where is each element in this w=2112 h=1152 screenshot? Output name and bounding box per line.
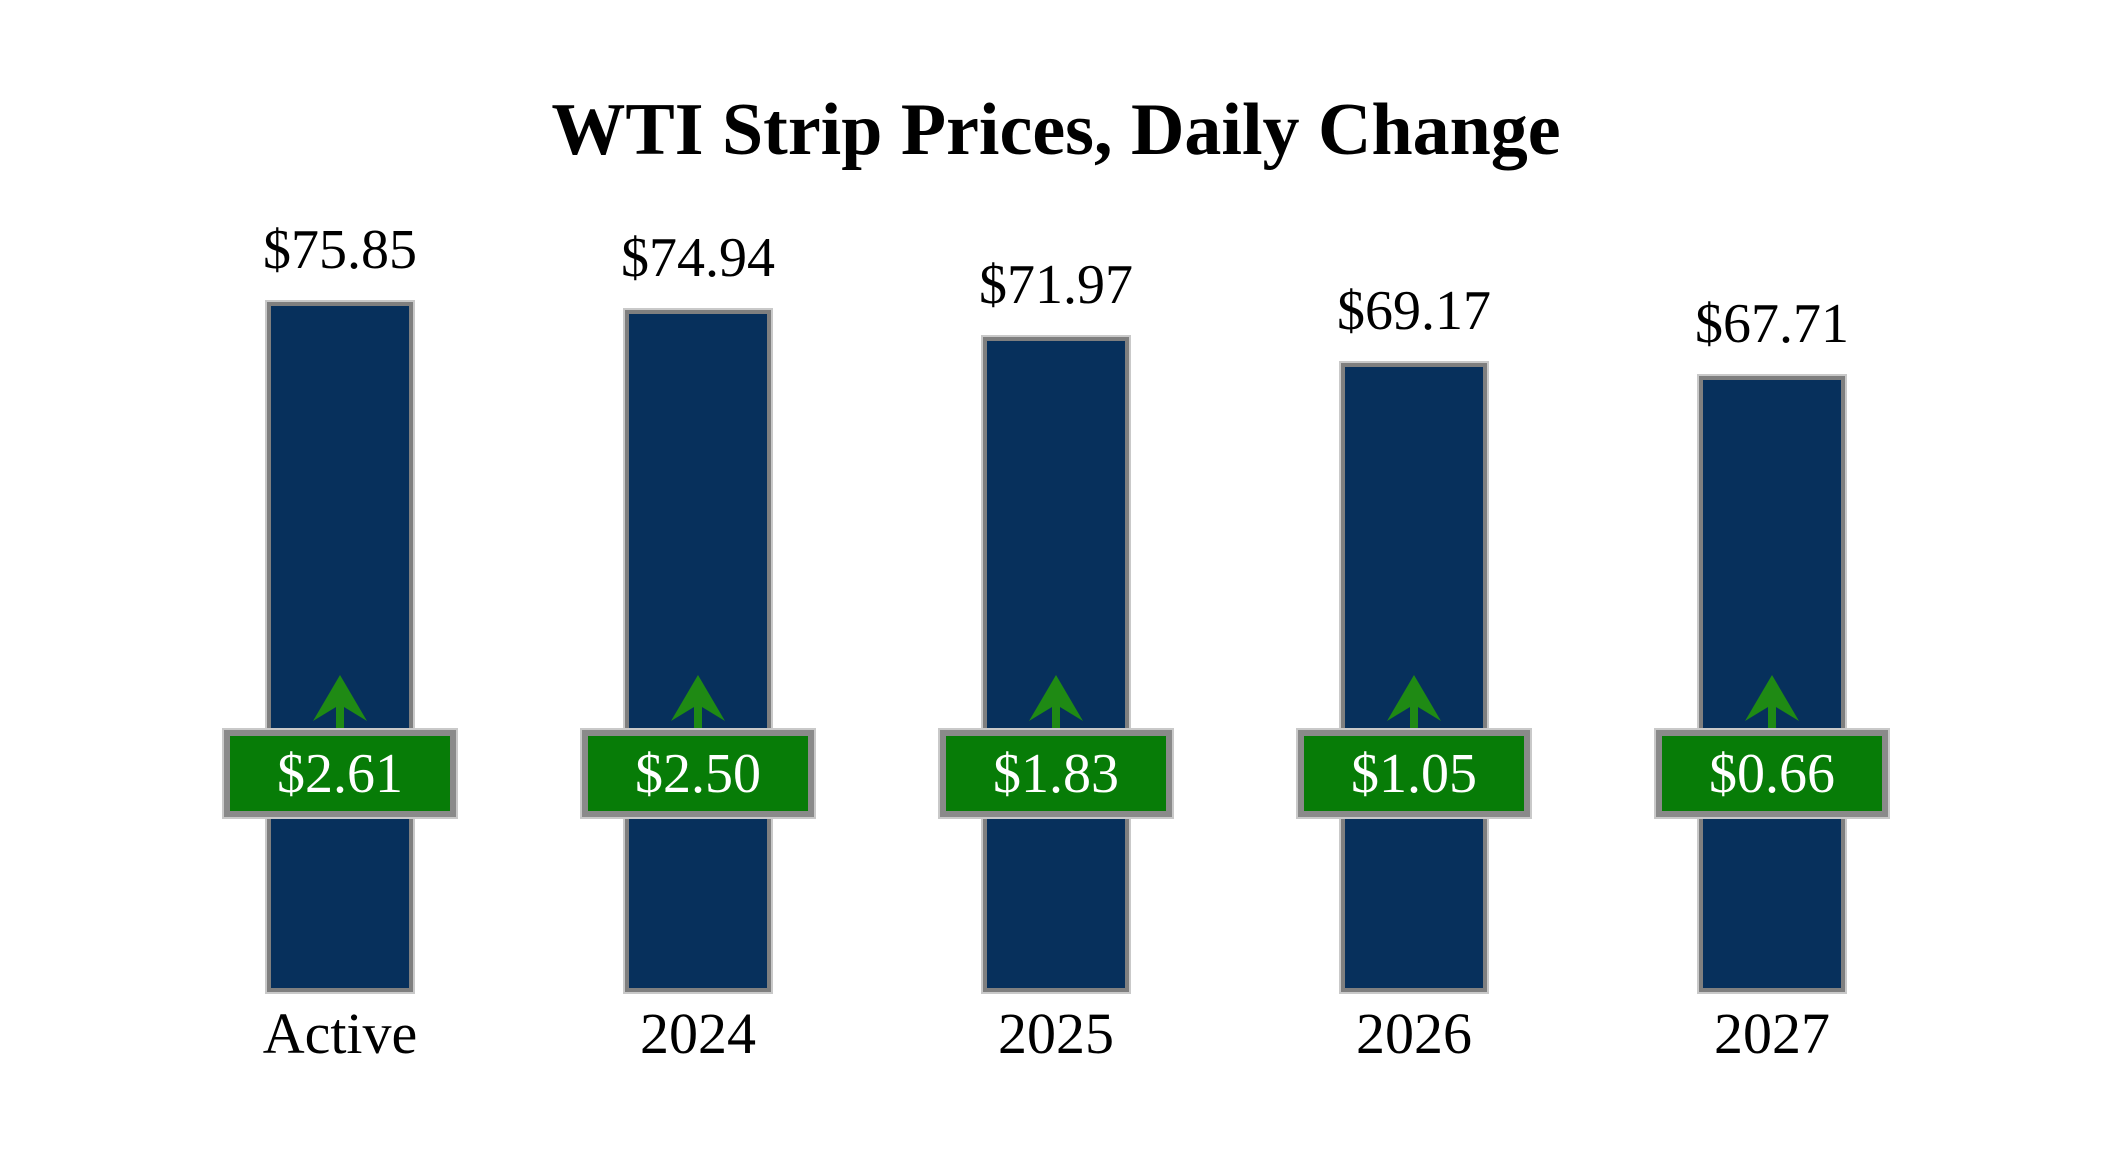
price-label: $67.71 <box>1695 293 1849 355</box>
up-arrow-icon <box>671 675 725 733</box>
up-arrow-icon <box>1029 675 1083 733</box>
price-bar <box>981 335 1131 994</box>
category-label: 2025 <box>998 1001 1114 1066</box>
daily-change-badge: $0.66 <box>1654 728 1890 819</box>
price-label: $74.94 <box>621 227 775 289</box>
price-label: $69.17 <box>1337 280 1491 342</box>
category-label: 2026 <box>1356 1001 1472 1066</box>
daily-change-badge: $2.61 <box>222 728 458 819</box>
category-label: Active <box>262 1001 418 1066</box>
price-bar <box>623 308 773 994</box>
daily-change-badge: $2.50 <box>580 728 816 819</box>
price-label: $75.85 <box>263 219 417 281</box>
up-arrow-icon <box>313 675 367 733</box>
up-arrow-icon <box>1745 675 1799 733</box>
daily-change-badge: $1.05 <box>1296 728 1532 819</box>
category-label: 2027 <box>1714 1001 1830 1066</box>
price-bar <box>265 300 415 994</box>
chart-title: WTI Strip Prices, Daily Change <box>551 89 1561 171</box>
price-label: $71.97 <box>979 254 1133 316</box>
up-arrow-icon <box>1387 675 1441 733</box>
category-label: 2024 <box>640 1001 756 1066</box>
daily-change-badge: $1.83 <box>938 728 1174 819</box>
